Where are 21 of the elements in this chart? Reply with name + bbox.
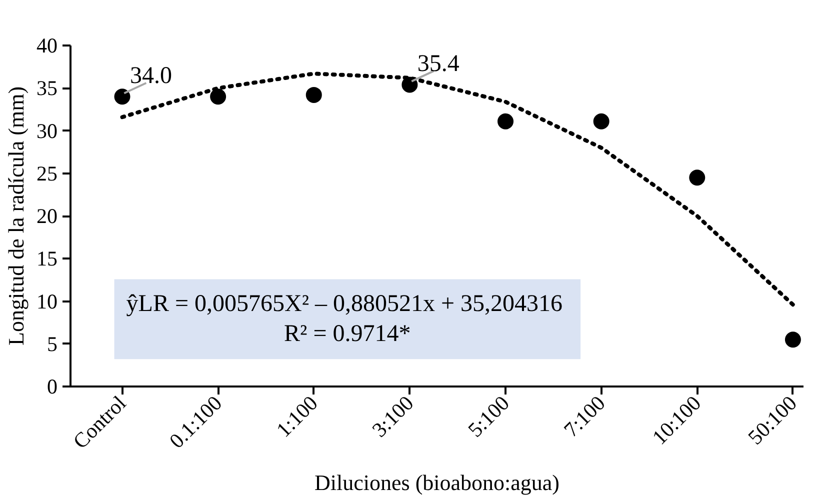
- y-tick-label: 5: [47, 332, 58, 356]
- point: [689, 170, 706, 186]
- y-tick-label: 0: [47, 374, 58, 398]
- y-tick-label: 25: [36, 161, 58, 186]
- point: [784, 332, 801, 348]
- y-tick-label: 35: [36, 76, 58, 100]
- y-tick-label: 10: [36, 289, 58, 314]
- point: [498, 113, 514, 130]
- annotation: 35.4: [417, 51, 460, 78]
- y-tick-label: 15: [36, 246, 58, 271]
- point: [593, 113, 610, 130]
- point: [114, 88, 130, 105]
- annotation: 34.0: [130, 63, 172, 90]
- annotation: ŷLR = 0,005765X² – 0,880521x + 35,204316 R² = 0.9714*: [126, 291, 563, 348]
- y-tick-label: 30: [36, 118, 58, 143]
- point: [210, 88, 226, 105]
- y-tick-label: 20: [36, 204, 58, 228]
- y-tick-label: 40: [36, 34, 58, 58]
- x-axis-title: Diluciones (bioabono:agua): [314, 470, 560, 495]
- y-axis-title: Longitud de la radícula (mm): [4, 86, 28, 346]
- point: [306, 86, 322, 103]
